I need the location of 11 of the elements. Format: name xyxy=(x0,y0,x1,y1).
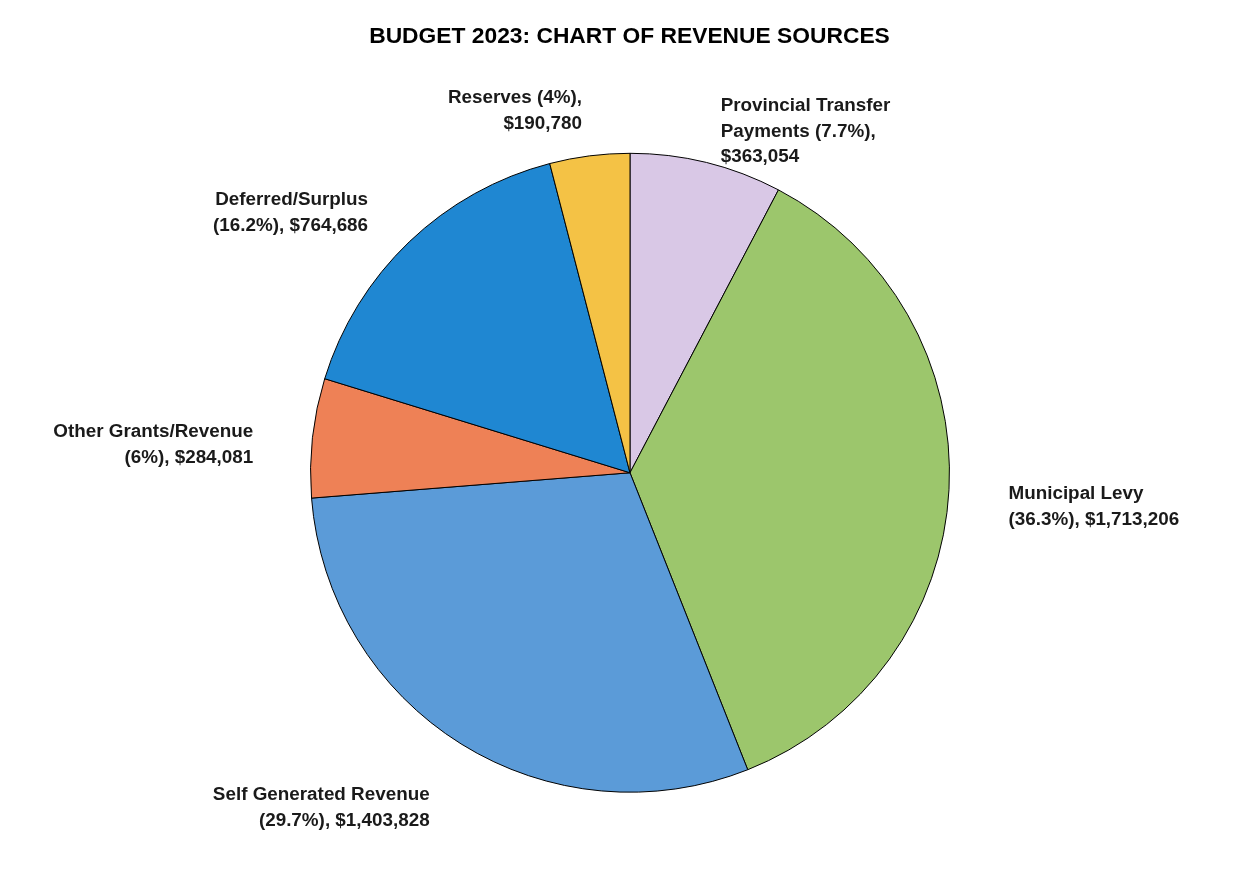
data-label: (6%), $284,081 xyxy=(124,446,254,468)
slice-label: Provincial Transfer Payments (7.7%), $363,054 xyxy=(720,93,892,167)
slice-label: Other Grants/Revenue xyxy=(53,420,254,442)
slice-label: Reserves (4%), $190,780 xyxy=(447,85,582,133)
chart-title: BUDGET 2023: CHART OF REVENUE SOURCES xyxy=(369,22,890,49)
slice-label: Deferred/Surplus xyxy=(215,187,369,209)
data-label: (16.2%), $764,686 xyxy=(213,213,369,235)
data-label: (36.3%), $1,713,206 xyxy=(1008,507,1180,529)
slice-label: Municipal Levy xyxy=(1008,481,1145,503)
data-label: (29.7%), $1,403,828 xyxy=(258,809,430,831)
slice-label: Self Generated Revenue xyxy=(212,783,430,805)
